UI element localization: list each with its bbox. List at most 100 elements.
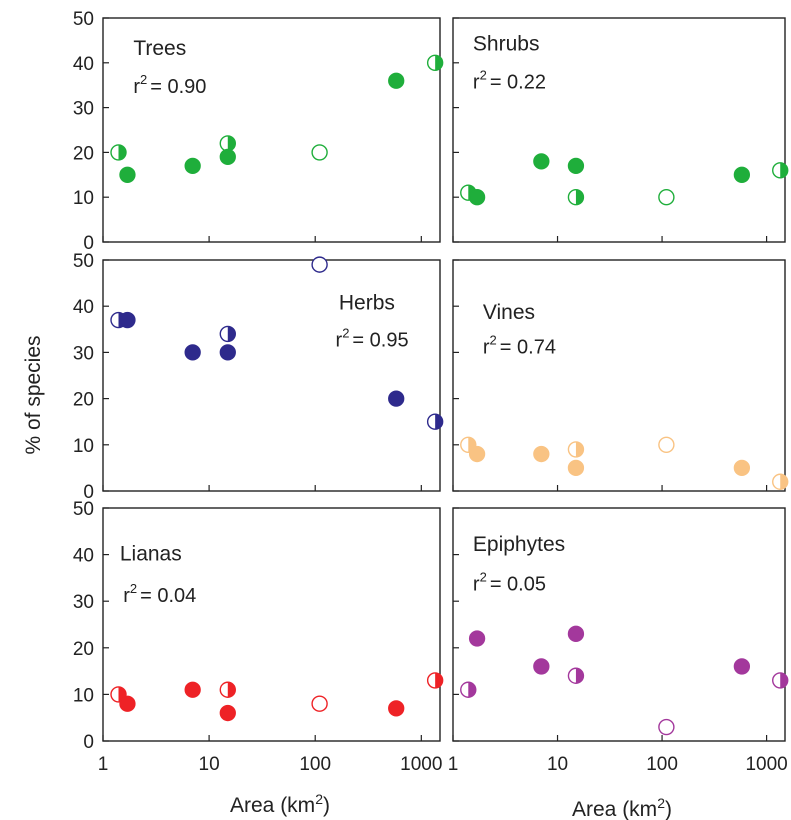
r-squared-r: r xyxy=(336,330,343,352)
data-point xyxy=(567,667,585,684)
data-point xyxy=(119,166,136,183)
data-point xyxy=(219,344,236,361)
panel-frame xyxy=(102,259,441,492)
y-axis-title: % of species xyxy=(22,335,45,454)
panel-trees: 0 10 20 30 40 50 Trees r2 = 0.90 xyxy=(73,9,444,254)
x-tick-label: 100 xyxy=(646,754,678,775)
marker-half-fill xyxy=(575,441,584,457)
r-squared-value: = 0.74 xyxy=(500,336,556,358)
marker-filled xyxy=(567,459,585,477)
r-squared-value: = 0.05 xyxy=(490,574,546,596)
marker-filled xyxy=(567,157,585,174)
y-tick-label: 30 xyxy=(73,99,94,120)
data-point xyxy=(567,157,585,174)
x-tick-label: 10 xyxy=(199,754,220,775)
x-tick-label: 1 xyxy=(448,754,459,775)
panel-epiphytes: 1 10 100 1000 Epiphytes r2 = 0.05 xyxy=(448,507,789,775)
marker-half-fill xyxy=(227,135,236,151)
r-squared-sup: 2 xyxy=(342,326,349,341)
data-point xyxy=(184,681,201,698)
data-point xyxy=(733,459,751,477)
data-point xyxy=(658,718,675,736)
y-tick-label: 10 xyxy=(73,436,94,457)
data-point xyxy=(388,390,405,407)
x-axis-title-left-main: Area (km xyxy=(230,794,315,817)
panel-herbs: 0 10 20 30 40 50 Herbs r2 = 0.95 xyxy=(73,251,444,503)
r-squared-label: r2 = 0.95 xyxy=(336,326,409,352)
data-point xyxy=(219,704,236,722)
marker-filled xyxy=(219,344,236,361)
marker-filled xyxy=(468,630,486,647)
panel-vines: Vines r2 = 0.74 xyxy=(452,259,789,492)
data-point xyxy=(311,144,328,161)
data-point xyxy=(388,700,405,717)
r-squared-sup: 2 xyxy=(490,332,497,347)
data-point xyxy=(533,445,550,463)
y-tick-label: 40 xyxy=(73,54,94,75)
data-point xyxy=(426,672,444,689)
marker-half-fill xyxy=(780,474,788,490)
marker-half-fill xyxy=(780,162,788,178)
y-tick-label: 20 xyxy=(73,390,94,411)
marker-filled xyxy=(567,625,585,642)
data-point xyxy=(567,441,585,458)
data-point xyxy=(733,658,751,675)
panel-title: Shrubs xyxy=(473,33,540,56)
r-squared-sup: 2 xyxy=(480,570,487,585)
marker-filled xyxy=(733,166,751,183)
panel-frame xyxy=(452,507,786,742)
marker-half-fill xyxy=(227,326,236,342)
marker-filled xyxy=(388,390,405,407)
data-point xyxy=(219,135,236,152)
marker-half-fill xyxy=(435,414,443,430)
marker-filled xyxy=(184,681,201,698)
x-tick-label: 100 xyxy=(299,754,331,775)
data-point xyxy=(184,157,201,174)
marker-filled xyxy=(219,148,236,166)
marker-half-fill xyxy=(227,682,236,698)
panel-title: Epiphytes xyxy=(473,533,565,556)
r-squared-sup: 2 xyxy=(140,72,147,87)
data-point xyxy=(567,625,585,642)
marker-open xyxy=(311,695,328,712)
r-squared-r: r xyxy=(473,574,480,596)
marker-half-fill xyxy=(575,668,584,684)
y-tick-label: 10 xyxy=(73,188,94,209)
data-point xyxy=(468,445,486,463)
r-squared-r: r xyxy=(473,72,480,94)
data-point xyxy=(772,473,789,490)
data-point xyxy=(426,54,444,71)
marker-half-fill xyxy=(435,55,443,71)
marker-filled xyxy=(733,658,751,675)
r-squared-label: r2 = 0.22 xyxy=(473,68,546,94)
r-squared-label: r2 = 0.04 xyxy=(123,581,196,607)
x-tick-label: 10 xyxy=(547,754,568,775)
r-squared-r: r xyxy=(133,76,140,98)
marker-filled xyxy=(219,704,236,722)
data-point xyxy=(184,344,201,361)
marker-filled xyxy=(533,445,550,463)
y-tick-label: 0 xyxy=(83,482,94,503)
r-squared-value: = 0.22 xyxy=(490,72,546,94)
marker-half-fill xyxy=(780,672,788,688)
data-point xyxy=(567,459,585,477)
r-squared-value: = 0.90 xyxy=(150,76,206,98)
x-axis-title-right: Area (km2) xyxy=(572,795,672,820)
panel-shrubs: Shrubs r2 = 0.22 xyxy=(452,17,789,243)
r-squared-sup: 2 xyxy=(480,68,487,83)
x-tick-label: 1000 xyxy=(400,754,442,775)
panel-title: Trees xyxy=(133,37,186,60)
data-point xyxy=(468,189,486,206)
data-point xyxy=(533,153,550,170)
data-point xyxy=(772,672,789,689)
marker-open xyxy=(311,256,328,273)
panel-lianas: 0 10 20 30 40 50 1 10 100 1000 Lianas r2 = 0.04 xyxy=(73,499,444,775)
r-squared-label: r2 = 0.74 xyxy=(483,332,556,358)
marker-half-fill xyxy=(468,682,476,698)
x-axis-title-left-sup: 2 xyxy=(315,791,323,807)
panel-frame xyxy=(102,507,441,742)
y-tick-label: 30 xyxy=(73,343,94,364)
marker-half-fill xyxy=(118,144,127,160)
